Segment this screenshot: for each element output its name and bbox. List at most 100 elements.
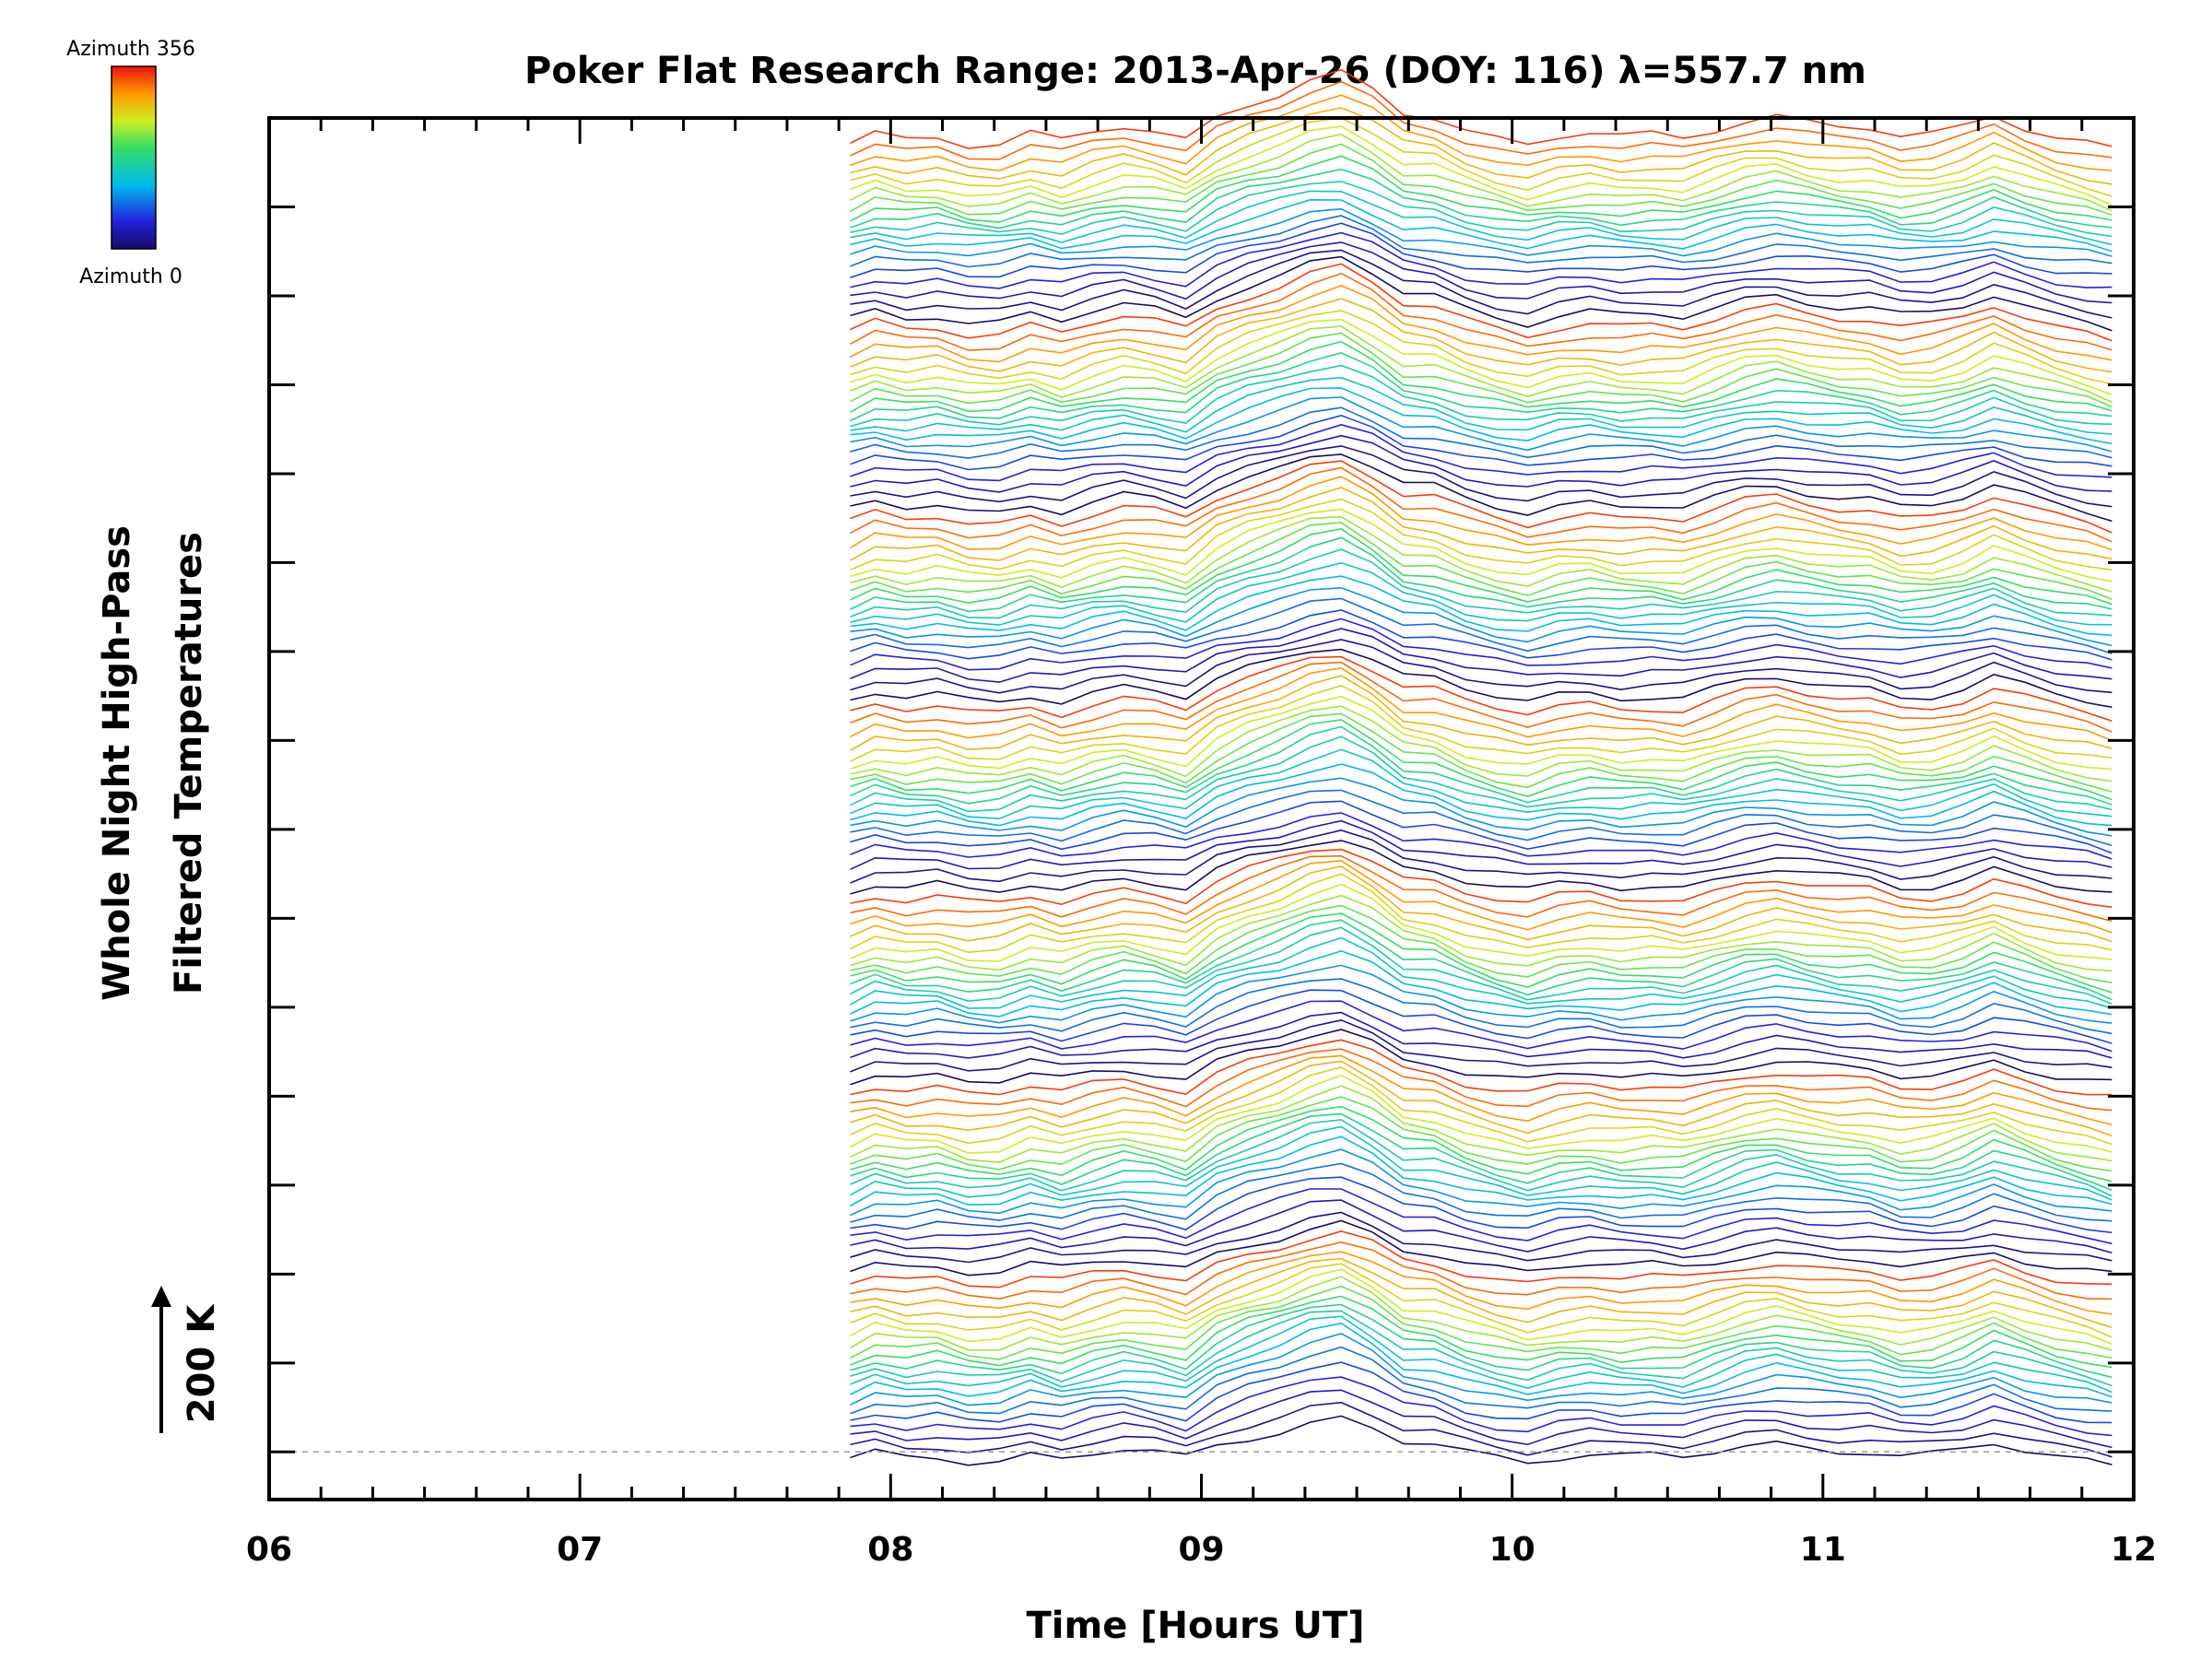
temperature-traces [850, 68, 2112, 1466]
temperature-trace [850, 840, 2112, 895]
temperature-trace [850, 107, 2112, 185]
temperature-trace [850, 1322, 2112, 1398]
temperature-trace [850, 639, 2112, 694]
temperature-trace [850, 133, 2112, 212]
temperature-trace [850, 854, 2112, 923]
temperature-trace [850, 1188, 2112, 1245]
temperature-trace [850, 298, 2112, 373]
temperature-trace [850, 527, 2112, 606]
temperature-trace [850, 1148, 2112, 1217]
temperature-trace [850, 117, 2112, 197]
scale-label: 200 K [181, 1303, 223, 1423]
temperature-trace [850, 1018, 2112, 1073]
temperature-trace [850, 1105, 2112, 1182]
temperature-trace [850, 1085, 2112, 1163]
y-axis-label-line-2: Filtered Temperatures [168, 532, 210, 994]
temperature-trace [850, 1310, 2112, 1387]
temperature-trace [850, 819, 2112, 871]
temperature-trace [850, 1219, 2112, 1277]
temperature-trace [850, 1276, 2112, 1351]
temperature-trace [850, 1211, 2112, 1264]
temperature-trace [850, 719, 2112, 801]
temperature-trace [850, 215, 2112, 268]
temperature-trace [850, 883, 2112, 962]
temperature-trace [850, 1199, 2112, 1254]
temperature-trace [850, 272, 2112, 351]
temperature-trace [850, 364, 2112, 428]
temperature-trace [850, 666, 2112, 742]
axis-ticks [267, 118, 2136, 1500]
temperature-trace [850, 460, 2112, 534]
temperature-trace [850, 978, 2112, 1035]
temperature-trace [850, 655, 2112, 722]
temperature-trace [850, 241, 2112, 304]
temperature-trace [850, 712, 2112, 793]
temperature-trace [850, 181, 2112, 238]
temperature-trace [850, 989, 2112, 1044]
temperature-trace [850, 829, 2112, 884]
temperature-trace [850, 777, 2112, 837]
temperature-trace [850, 1285, 2112, 1360]
temperature-trace [850, 80, 2112, 160]
temperature-trace [850, 919, 2112, 1001]
temperature-trace [850, 912, 2112, 994]
temperature-trace [850, 1295, 2112, 1369]
temperature-trace [850, 310, 2112, 385]
temperature-trace [850, 949, 2112, 1018]
temperature-trace [850, 406, 2112, 459]
temperature-trace [850, 1054, 2112, 1126]
temperature-trace [850, 487, 2112, 561]
temperature-trace [850, 848, 2112, 909]
temperature-trace [850, 352, 2112, 422]
temperature-trace [850, 1268, 2112, 1346]
temperature-trace [850, 548, 2112, 619]
temperature-trace [850, 498, 2112, 571]
temperature-trace [850, 190, 2112, 246]
x-tick-labels: 06 07 08 09 10 11 12 [246, 1531, 2157, 1569]
temperature-trace [850, 285, 2112, 363]
temperature-trace [850, 414, 2112, 471]
temperature-trace [850, 597, 2112, 654]
temperature-trace [850, 1112, 2112, 1192]
temperature-trace [850, 618, 2112, 671]
temperature-trace [850, 648, 2112, 709]
temperature-trace [850, 800, 2112, 854]
temperature-trace [850, 387, 2112, 445]
temperature-trace [850, 476, 2112, 551]
x-tick-label: 06 [246, 1531, 292, 1569]
temperature-trace [850, 1048, 2112, 1112]
temperature-trace [850, 1039, 2112, 1096]
temperature-trace [850, 904, 2112, 983]
x-tick-label: 11 [1800, 1531, 1846, 1569]
temperature-trace [850, 926, 2112, 1006]
temperature-trace [850, 575, 2112, 637]
temperature-trace [850, 434, 2112, 493]
temperature-trace [850, 586, 2112, 647]
temperature-trace [850, 705, 2112, 782]
temperature-trace [850, 763, 2112, 827]
temperature-trace [850, 1415, 2112, 1466]
temperature-trace [850, 318, 2112, 395]
temperature-trace [850, 231, 2112, 289]
temperature-trace [850, 748, 2112, 820]
temperature-trace [850, 168, 2112, 229]
temperature-trace [850, 1000, 2112, 1053]
x-tick-label: 12 [2111, 1531, 2157, 1569]
temperature-trace [850, 1065, 2112, 1146]
temperature-trace [850, 1060, 2112, 1137]
temperature-trace [850, 1011, 2112, 1059]
colorbar-bottom-label: Azimuth 0 [79, 265, 182, 288]
temperature-trace [850, 207, 2112, 257]
temperature-trace [850, 1303, 2112, 1379]
temperature-trace [850, 396, 2112, 453]
temperature-trace [850, 340, 2112, 413]
temperature-trace [850, 508, 2112, 582]
temperature-trace [850, 1176, 2112, 1234]
temperature-trace [850, 735, 2112, 813]
temperature-trace [850, 536, 2112, 613]
temperature-trace [850, 865, 2112, 943]
temperature-trace [850, 695, 2112, 771]
temperature-trace [850, 94, 2112, 171]
temperature-trace [850, 1263, 2112, 1338]
temperature-trace [850, 453, 2112, 523]
